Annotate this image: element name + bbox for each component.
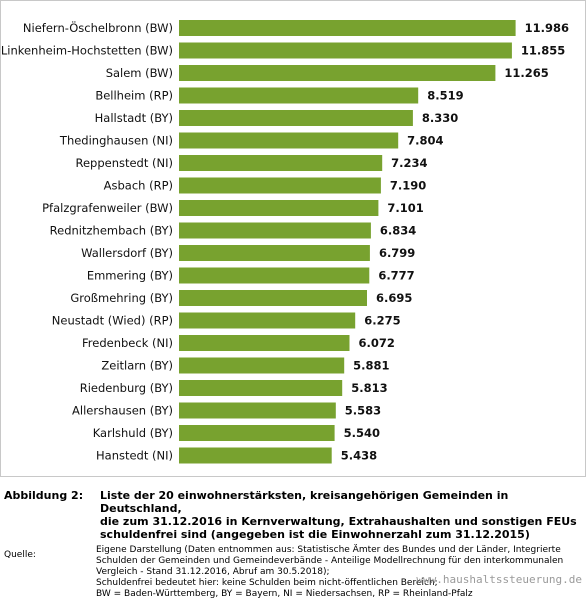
bar bbox=[179, 200, 379, 216]
caption-title-line-3: schuldenfrei sind (angegeben ist die Ein… bbox=[100, 528, 530, 541]
bar bbox=[179, 312, 356, 329]
caption-row: Abbildung 2: Liste der 20 einwohnerstärk… bbox=[4, 489, 584, 541]
bar bbox=[179, 155, 383, 171]
value-labels: 11.986 11.855 11.265 8.519 8.330 7.804 7.234 7.… bbox=[341, 21, 569, 463]
value-label: 11.855 bbox=[521, 44, 565, 58]
caption-title-line-2: die zum 31.12.2016 in Kernverwaltung, Ex… bbox=[100, 515, 577, 528]
bar bbox=[179, 425, 335, 441]
category-label: Asbach (RP) bbox=[104, 179, 173, 193]
bar bbox=[179, 177, 381, 194]
value-label: 11.986 bbox=[525, 21, 569, 35]
bar bbox=[179, 267, 370, 284]
value-label: 5.540 bbox=[344, 426, 380, 440]
value-label: 5.813 bbox=[351, 381, 387, 395]
value-label: 6.275 bbox=[364, 314, 400, 328]
bar bbox=[179, 245, 370, 261]
value-label: 7.804 bbox=[407, 134, 443, 148]
category-label: Fredenbeck (NI) bbox=[82, 336, 173, 350]
value-label: 8.330 bbox=[422, 111, 458, 125]
category-label: Neustadt (Wied) (RP) bbox=[52, 314, 173, 328]
bar bbox=[179, 357, 345, 374]
bar bbox=[179, 222, 371, 239]
category-label: Rednitzhembach (BY) bbox=[50, 224, 173, 238]
category-label: Hallstadt (BY) bbox=[95, 111, 173, 125]
bar bbox=[179, 380, 343, 396]
category-label: Wallersdorf (BY) bbox=[81, 246, 173, 260]
bar-chart: Niefern-Öschelbronn (BW) Linkenheim-Hochs… bbox=[1, 19, 569, 464]
value-label: 6.072 bbox=[359, 336, 395, 350]
value-label: 5.881 bbox=[353, 359, 389, 373]
category-label: Pfalzgrafenweiler (BW) bbox=[42, 201, 173, 215]
value-label: 8.519 bbox=[427, 89, 463, 103]
value-label: 6.777 bbox=[378, 269, 414, 283]
bar bbox=[179, 132, 399, 149]
category-label: Großmehring (BY) bbox=[70, 291, 173, 305]
category-label: Karlshuld (BY) bbox=[93, 426, 173, 440]
category-label: Thedinghausen (NI) bbox=[59, 134, 173, 148]
value-label: 6.834 bbox=[380, 224, 416, 238]
source-row: Quelle: Eigene Darstellung (Daten entnom… bbox=[4, 545, 584, 600]
bar bbox=[179, 335, 350, 351]
bar bbox=[179, 110, 413, 126]
value-label: 11.265 bbox=[504, 66, 548, 80]
bars-group bbox=[179, 20, 516, 464]
category-label: Hanstedt (NI) bbox=[96, 449, 173, 463]
source-label: Quelle: bbox=[4, 550, 36, 560]
bar bbox=[179, 20, 516, 36]
bar bbox=[179, 42, 512, 59]
figure-caption: Abbildung 2: Liste der 20 einwohnerstärk… bbox=[4, 489, 584, 600]
source-text: Eigene Darstellung (Daten entnommen aus:… bbox=[96, 545, 584, 600]
category-label: Reppenstedt (NI) bbox=[75, 156, 173, 170]
category-label: Allershausen (BY) bbox=[72, 404, 173, 418]
value-label: 6.799 bbox=[379, 246, 415, 260]
watermark: www.haushaltssteuerung.de bbox=[416, 573, 582, 586]
bar bbox=[179, 290, 367, 306]
category-label: Linkenheim-Hochstetten (BW) bbox=[1, 44, 173, 58]
category-label: Niefern-Öschelbronn (BW) bbox=[23, 19, 173, 35]
source-line-1: Eigene Darstellung (Daten entnommen aus:… bbox=[96, 545, 561, 555]
value-label: 7.190 bbox=[390, 179, 426, 193]
category-label: Salem (BW) bbox=[106, 66, 173, 80]
category-label: Zeitlarn (BY) bbox=[101, 359, 173, 373]
caption-title: Liste der 20 einwohnerstärksten, kreisan… bbox=[100, 489, 584, 541]
category-label: Emmering (BY) bbox=[87, 269, 173, 283]
value-label: 6.695 bbox=[376, 291, 412, 305]
category-label: Bellheim (RP) bbox=[95, 89, 173, 103]
bar bbox=[179, 402, 336, 419]
source-line-5: BW = Baden-Württemberg, BY = Bayern, NI … bbox=[96, 589, 473, 599]
caption-title-line-1: Liste der 20 einwohnerstärksten, kreisan… bbox=[100, 489, 509, 515]
value-label: 7.234 bbox=[391, 156, 427, 170]
category-labels: Niefern-Öschelbronn (BW) Linkenheim-Hochs… bbox=[1, 19, 173, 463]
bar bbox=[179, 87, 419, 104]
source-line-4: Schuldenfrei bedeutet hier: keine Schuld… bbox=[96, 578, 438, 588]
value-label: 5.438 bbox=[341, 449, 377, 463]
chart-frame: Niefern-Öschelbronn (BW) Linkenheim-Hochs… bbox=[0, 0, 586, 477]
bar bbox=[179, 447, 332, 464]
source-line-3: Vergleich - Stand 31.12.2016, Abruf am 3… bbox=[96, 567, 330, 577]
category-label: Riedenburg (BY) bbox=[80, 381, 173, 395]
bar bbox=[179, 65, 496, 81]
source-line-2: Schulden der Gemeinden und Gemeindeverbä… bbox=[96, 556, 564, 566]
caption-label: Abbildung 2: bbox=[4, 489, 84, 502]
value-label: 7.101 bbox=[387, 201, 423, 215]
value-label: 5.583 bbox=[345, 404, 381, 418]
